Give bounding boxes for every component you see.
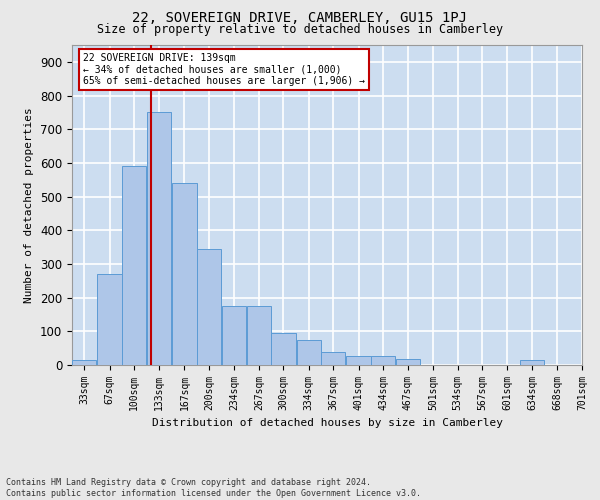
X-axis label: Distribution of detached houses by size in Camberley: Distribution of detached houses by size … [151,418,503,428]
Bar [520,360,544,365]
Bar [72,360,97,365]
Bar [97,274,122,365]
Bar [395,359,420,365]
Text: Contains HM Land Registry data © Crown copyright and database right 2024.
Contai: Contains HM Land Registry data © Crown c… [6,478,421,498]
Bar [346,356,371,365]
Bar [271,333,296,365]
Bar [147,112,171,365]
Bar [296,340,321,365]
Bar [371,356,395,365]
Y-axis label: Number of detached properties: Number of detached properties [25,107,34,303]
Text: 22, SOVEREIGN DRIVE, CAMBERLEY, GU15 1PJ: 22, SOVEREIGN DRIVE, CAMBERLEY, GU15 1PJ [133,12,467,26]
Bar [172,183,197,365]
Bar [122,166,146,365]
Text: Size of property relative to detached houses in Camberley: Size of property relative to detached ho… [97,22,503,36]
Bar [247,306,271,365]
Text: 22 SOVEREIGN DRIVE: 139sqm
← 34% of detached houses are smaller (1,000)
65% of s: 22 SOVEREIGN DRIVE: 139sqm ← 34% of deta… [83,53,365,86]
Bar [222,306,247,365]
Bar [321,352,346,365]
Bar [197,249,221,365]
